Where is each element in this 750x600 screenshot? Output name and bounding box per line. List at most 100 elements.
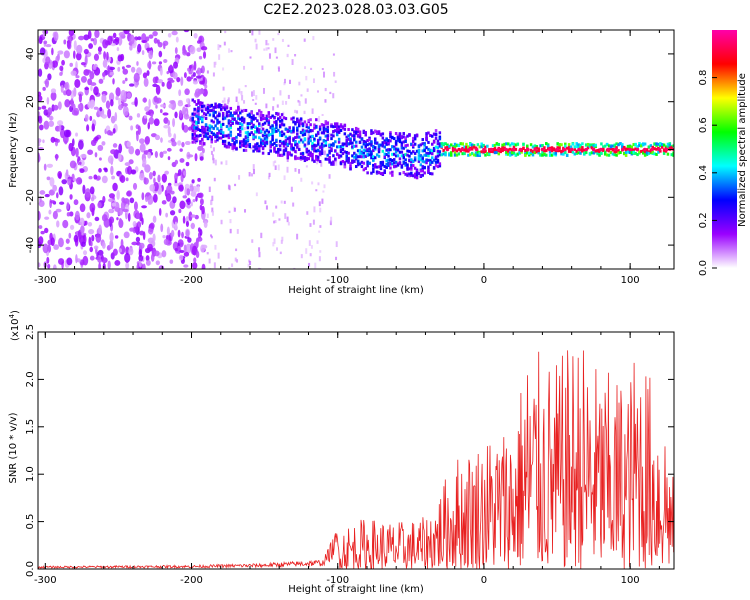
heatmap-cell [196, 185, 200, 193]
heatmap-cell [128, 146, 135, 155]
heatmap-cell [305, 75, 308, 81]
heatmap-cell [415, 171, 419, 175]
heatmap-cell [417, 159, 421, 163]
heatmap-cell [51, 47, 54, 56]
heatmap-cell [400, 136, 404, 140]
heatmap-cell [659, 142, 662, 146]
heatmap-cell [47, 73, 52, 81]
heatmap-cell [50, 237, 55, 247]
heatmap-cell [354, 144, 358, 148]
heatmap-cell [172, 72, 178, 80]
heatmap-cell [138, 260, 142, 268]
heatmap-cell [571, 142, 575, 146]
heatmap-cell [218, 136, 221, 140]
heatmap-cell [392, 152, 396, 156]
heatmap-cell [410, 142, 413, 146]
heatmap-cell [411, 144, 415, 148]
heatmap-cell [529, 150, 533, 154]
heatmap-cell [192, 72, 196, 77]
heatmap-cell [451, 149, 455, 153]
heatmap-cell [152, 31, 158, 37]
heatmap-cell [322, 123, 326, 127]
heatmap-cell [248, 145, 252, 149]
heatmap-cell [201, 263, 206, 269]
heatmap-cell [408, 158, 411, 162]
heatmap-cell [370, 152, 373, 156]
heatmap-cell [505, 152, 508, 156]
heatmap-cell [567, 147, 571, 151]
heatmap-cell [368, 153, 371, 157]
heatmap-cell [139, 230, 145, 236]
heatmap-cell [431, 172, 434, 176]
heatmap-cell [229, 219, 232, 224]
heatmap-cell [461, 142, 464, 146]
heatmap-cell [221, 100, 224, 103]
heatmap-cell [259, 138, 263, 142]
heatmap-cell [239, 130, 242, 134]
heatmap-cell [258, 130, 261, 134]
heatmap-cell [310, 245, 313, 249]
heatmap-cell [319, 225, 322, 228]
heatmap-cell [417, 149, 421, 153]
heatmap-cell [211, 210, 214, 216]
heatmap-cell [183, 72, 187, 79]
heatmap-cell [476, 153, 480, 157]
heatmap-cell [89, 71, 95, 80]
heatmap-cell [49, 198, 52, 209]
heatmap-cell [436, 142, 440, 146]
heatmap-cell [233, 117, 236, 121]
heatmap-cell [300, 254, 303, 259]
heatmap-cell [630, 151, 634, 155]
heatmap-cell [307, 149, 310, 153]
heatmap-cell [174, 247, 178, 252]
heatmap-cell [438, 150, 442, 154]
heatmap-cell [410, 171, 413, 175]
heatmap-cell [543, 149, 546, 153]
heatmap-cell [392, 158, 396, 162]
heatmap-cell [373, 156, 377, 160]
heatmap-cell [659, 144, 662, 148]
heatmap-cell [353, 130, 356, 134]
heatmap-cell [491, 148, 495, 152]
heatmap-cell [56, 192, 59, 199]
heatmap-cell [130, 169, 137, 175]
heatmap-cell [293, 267, 296, 269]
heatmap-cell [212, 109, 215, 113]
heatmap-cell [193, 60, 197, 71]
heatmap-cell [332, 129, 335, 133]
heatmap-cell [643, 153, 647, 157]
heatmap-cell [398, 157, 402, 161]
heatmap-cell [297, 119, 301, 123]
heatmap-cell [201, 120, 204, 124]
heatmap-cell [377, 154, 381, 158]
heatmap-cell [155, 104, 158, 109]
heatmap-cell [486, 152, 489, 156]
heatmap-cell [216, 114, 219, 118]
heatmap-cell [122, 106, 129, 117]
heatmap-cell [269, 142, 272, 146]
heatmap-cell [90, 38, 95, 42]
heatmap-cell [46, 96, 50, 105]
heatmap-cell [347, 127, 350, 131]
heatmap-cell [246, 130, 250, 134]
heatmap-cell [195, 102, 198, 106]
heatmap-cell [52, 184, 58, 192]
heatmap-cell [321, 198, 324, 204]
heatmap-cell [174, 111, 178, 119]
heatmap-cell [421, 149, 425, 153]
heatmap-cell [265, 119, 269, 123]
heatmap-cell [398, 132, 402, 136]
heatmap-cell [252, 99, 255, 102]
heatmap-cell [223, 97, 226, 103]
heatmap-cell [280, 200, 283, 204]
heatmap-cell [421, 138, 425, 142]
heatmap-cell [117, 54, 123, 62]
heatmap-cell [596, 152, 599, 156]
heatmap-cell [237, 116, 240, 120]
heatmap-cell [328, 147, 331, 151]
heatmap-cell [314, 262, 317, 269]
snr-x-tick-label: -200 [180, 575, 203, 586]
heatmap-cell [423, 142, 426, 146]
heatmap-cell [107, 35, 113, 46]
heatmap-cell [46, 256, 50, 264]
